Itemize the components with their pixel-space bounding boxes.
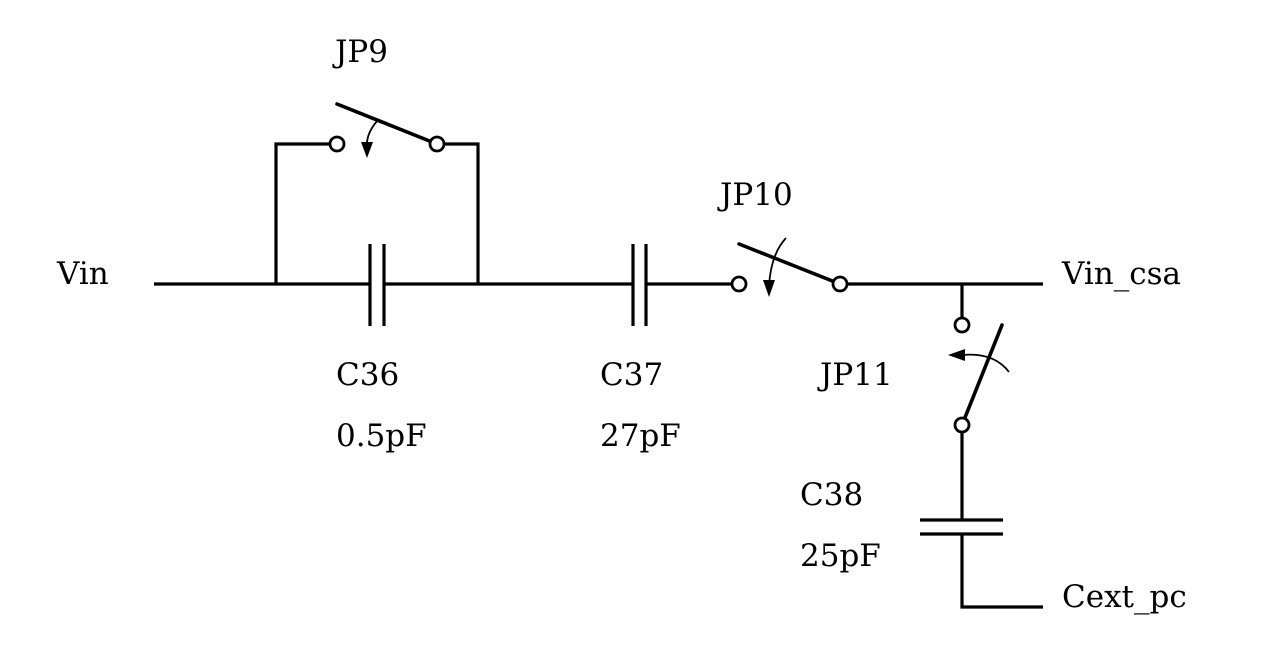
jp9-contact-left xyxy=(328,135,346,153)
net-label-vin-csa: Vin_csa xyxy=(1061,256,1181,292)
capacitor-c38 xyxy=(920,518,1003,536)
capacitor-value-c37: 27pF xyxy=(600,418,681,454)
capacitor-value-c38: 25pF xyxy=(800,538,881,574)
jp10-blade xyxy=(737,242,842,286)
net-label-vin: Vin xyxy=(56,256,109,292)
switch-jp11 xyxy=(948,316,1010,434)
jp11-contact-top xyxy=(953,316,971,334)
jp11-arrow-head xyxy=(948,349,965,361)
wire-jp9-right-loop xyxy=(445,142,480,284)
jp10-contact-right xyxy=(831,275,849,293)
jp9-arrow-head xyxy=(361,142,373,158)
capacitor-value-c36: 0.5pF xyxy=(336,418,427,454)
capacitor-ref-c36: C36 xyxy=(336,357,399,393)
labels: Vin Vin_csa Cext_pc JP9 JP10 JP11 C36 0.… xyxy=(56,34,1187,615)
jp11-blade xyxy=(960,323,1004,427)
switch-jp9 xyxy=(328,102,446,158)
jp11-contact-bottom xyxy=(953,416,971,434)
jumper-label-jp9: JP9 xyxy=(332,34,388,70)
switch-jp10 xyxy=(730,237,849,297)
capacitor-ref-c37: C37 xyxy=(600,357,663,393)
wire-jp9-left-loop xyxy=(274,142,329,284)
jp10-contact-left xyxy=(730,275,748,293)
jumper-label-jp11: JP11 xyxy=(817,357,893,393)
jp9-blade xyxy=(335,102,439,146)
jumper-label-jp10: JP10 xyxy=(717,177,793,213)
capacitor-c37 xyxy=(631,244,648,326)
wire-c38-to-cext xyxy=(960,534,1043,609)
capacitor-ref-c38: C38 xyxy=(800,477,863,513)
jp11-actuation-arc xyxy=(961,353,1010,373)
net-label-cext-pc: Cext_pc xyxy=(1062,579,1187,615)
capacitor-c36 xyxy=(368,244,386,326)
wires xyxy=(154,142,1043,609)
jp9-contact-right xyxy=(428,135,446,153)
jp10-arrow-head xyxy=(763,280,775,297)
